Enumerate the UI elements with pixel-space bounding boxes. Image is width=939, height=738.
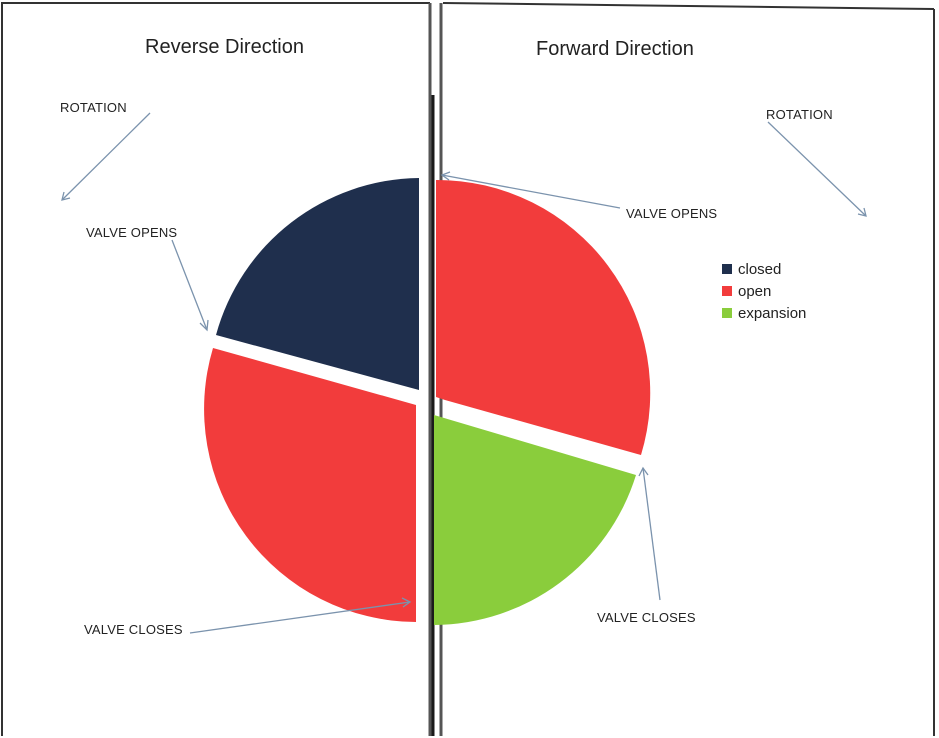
forward-open-segment [436, 179, 651, 455]
forward-rotation-arrow [767, 121, 867, 217]
reverse-closed-segment [216, 178, 419, 390]
reverse-valve-opens-arrow [171, 239, 208, 331]
reverse-direction-title: Reverse Direction [145, 36, 304, 58]
legend-swatch-open [722, 286, 732, 296]
forward-rotation-arrowhead [857, 207, 867, 217]
forward-valve-closes-arrow [642, 467, 661, 601]
forward-valve-closes-arrowhead [638, 466, 649, 477]
reverse-open-segment [204, 348, 416, 622]
forward-valve-opens-arrowhead [440, 171, 451, 181]
forward-expansion-segment [434, 415, 636, 625]
legend-label-closed: closed [738, 260, 782, 278]
reverse-valve-closes-arrow [189, 601, 411, 634]
reverse-valve-opens-label: VALVE OPENS [86, 225, 178, 240]
forward-direction-title: Forward Direction [536, 38, 694, 60]
forward-rotation-label: ROTATION [766, 107, 833, 122]
reverse-valve-opens-arrowhead [199, 319, 209, 332]
annotation-arrows [61, 112, 867, 634]
legend-item-expansion: expansion [722, 302, 806, 324]
legend: closed open expansion [722, 258, 806, 324]
forward-valve-opens-label: VALVE OPENS [626, 206, 718, 221]
forward-valve-opens-arrow [441, 174, 621, 209]
legend-swatch-closed [722, 264, 732, 274]
legend-label-open: open [738, 282, 772, 300]
legend-swatch-expansion [722, 308, 732, 318]
reverse-valve-closes-arrowhead [401, 597, 412, 608]
legend-item-open: open [722, 280, 806, 302]
reverse-rotation-label: ROTATION [60, 100, 127, 115]
reverse-rotation-arrowhead [61, 191, 71, 201]
forward-valve-closes-label: VALVE CLOSES [597, 610, 696, 625]
legend-item-closed: closed [722, 258, 806, 280]
right-panel-top-border [442, 2, 935, 10]
reverse-rotation-arrow [61, 112, 151, 201]
legend-label-expansion: expansion [738, 304, 807, 322]
reverse-valve-closes-label: VALVE CLOSES [84, 622, 183, 637]
